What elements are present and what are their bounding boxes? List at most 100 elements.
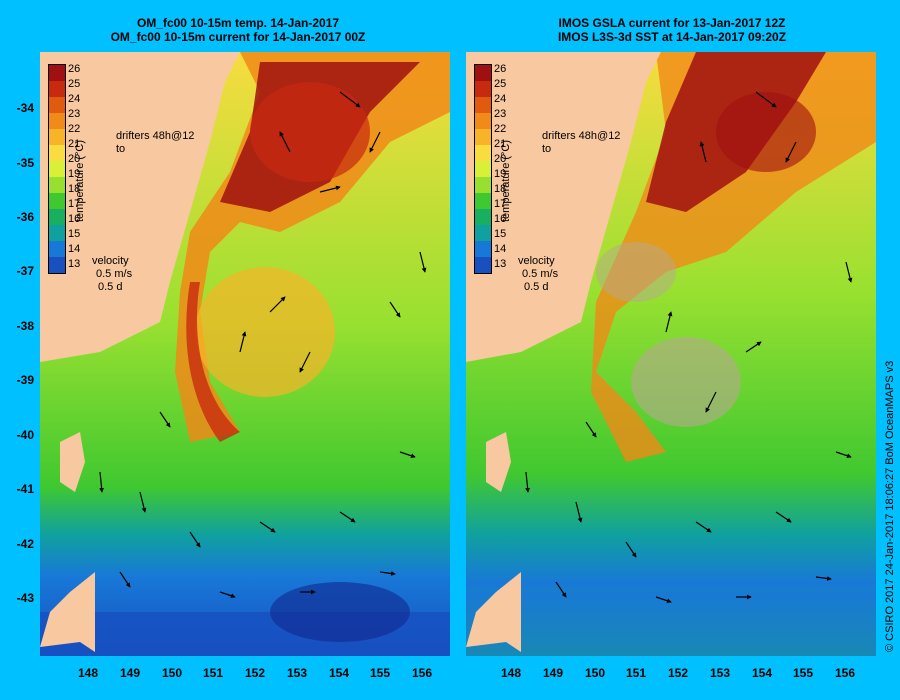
cbar-swatch: [49, 209, 65, 225]
cbar-tick: 19: [494, 168, 507, 180]
velocity-time: 0.5 d: [524, 281, 549, 293]
cbar-tick: 23: [494, 108, 507, 120]
right-title-line2: IMOS L3S-3d SST at 14-Jan-2017 09:20Z: [557, 30, 787, 44]
lon-label: 153: [709, 666, 731, 680]
cbar-axis-label: temperature (°C): [500, 139, 512, 222]
cbar-tick: 17: [494, 198, 507, 210]
lon-label: 151: [202, 666, 224, 680]
cbar-tick: 26: [494, 63, 507, 75]
cbar-swatch: [475, 81, 491, 97]
cbar-swatch: [475, 257, 491, 273]
drifters-line2: to: [542, 143, 552, 155]
velocity-title: velocity: [518, 255, 555, 267]
cbar-tick: 22: [494, 123, 507, 135]
cbar-tick: 18: [68, 183, 81, 195]
cbar-tick: 25: [68, 78, 81, 90]
cbar-tick: 16: [494, 213, 507, 225]
drifters-line2: to: [116, 143, 126, 155]
cbar-tick: 24: [494, 93, 507, 105]
cbar-tick: 20: [68, 153, 81, 165]
lon-label: 155: [369, 666, 391, 680]
lon-label: 154: [751, 666, 773, 680]
cbar-swatch: [475, 193, 491, 209]
cbar-swatch: [475, 225, 491, 241]
right-panel-title: IMOS GSLA current for 13-Jan-2017 12Z IM…: [452, 16, 892, 44]
lon-label: 148: [77, 666, 99, 680]
cbar-swatch: [49, 145, 65, 161]
cbar-tick: 23: [68, 108, 81, 120]
lat-label: -35: [16, 156, 34, 170]
cbar-swatch: [49, 81, 65, 97]
lat-label: -39: [16, 373, 34, 387]
lon-label: 155: [792, 666, 814, 680]
lat-label: -43: [16, 591, 34, 605]
cbar-tick: 18: [494, 183, 507, 195]
left-title-line2: OM_fc00 10-15m current for 14-Jan-2017 0…: [110, 30, 366, 44]
left-panel-title: OM_fc00 10-15m temp. 14-Jan-2017 OM_fc00…: [18, 16, 458, 44]
lon-label: 149: [119, 666, 141, 680]
velocity-legend: velocity 0.5 m/s 0.5 d: [518, 255, 558, 294]
cbar-tick: 19: [68, 168, 81, 180]
cbar-tick: 15: [494, 228, 507, 240]
cbar-swatch: [49, 193, 65, 209]
lon-label: 150: [161, 666, 183, 680]
right-colorbar: [474, 64, 492, 274]
cbar-tick: 16: [68, 213, 81, 225]
lon-label: 154: [328, 666, 350, 680]
lon-label: 152: [244, 666, 266, 680]
drifters-line1: drifters 48h@12: [542, 130, 621, 142]
cbar-tick: 25: [494, 78, 507, 90]
lat-label: -37: [16, 264, 34, 278]
velocity-time: 0.5 d: [98, 281, 123, 293]
drifters-line1: drifters 48h@12: [116, 130, 195, 142]
cbar-swatch: [475, 209, 491, 225]
cbar-swatch: [49, 97, 65, 113]
cbar-swatch: [475, 177, 491, 193]
lat-label: -34: [16, 101, 34, 115]
lon-label: 156: [411, 666, 433, 680]
cbar-swatch: [49, 241, 65, 257]
drifters-legend: drifters 48h@12 to: [542, 130, 620, 156]
cbar-tick: 21: [68, 138, 81, 150]
velocity-speed: 0.5 m/s: [96, 268, 133, 280]
credit-text: © CSIRO 2017 24-Jan-2017 18:06:27 BoM Oc…: [884, 360, 896, 652]
cbar-tick: 13: [494, 258, 507, 270]
lon-label: 153: [286, 666, 308, 680]
right-title-line1: IMOS GSLA current for 13-Jan-2017 12Z: [558, 16, 786, 30]
cbar-tick: 13: [68, 258, 81, 270]
drifters-legend: drifters 48h@12 to: [116, 130, 194, 156]
cbar-tick: 26: [68, 63, 81, 75]
right-map-canvas: [466, 52, 876, 656]
cbar-tick: 22: [68, 123, 81, 135]
left-colorbar: [48, 64, 66, 274]
velocity-legend: velocity 0.5 m/s 0.5 d: [92, 255, 132, 294]
cbar-swatch: [49, 225, 65, 241]
cbar-tick: 24: [68, 93, 81, 105]
lat-label: -38: [16, 319, 34, 333]
cbar-swatch: [475, 145, 491, 161]
left-map-canvas: [40, 52, 450, 656]
lat-label: -42: [16, 537, 34, 551]
cbar-swatch: [475, 65, 491, 81]
cbar-swatch: [475, 161, 491, 177]
cbar-tick: 21: [494, 138, 507, 150]
cbar-swatch: [475, 113, 491, 129]
cbar-swatch: [49, 129, 65, 145]
left-title-line1: OM_fc00 10-15m temp. 14-Jan-2017: [136, 16, 340, 30]
lon-label: 149: [542, 666, 564, 680]
left-map: 26 25 24 23 22 21 20 19 18 17 16 15 14 1…: [40, 52, 450, 656]
lat-label: -36: [16, 210, 34, 224]
lon-label: 150: [584, 666, 606, 680]
cbar-swatch: [49, 177, 65, 193]
cbar-tick: 14: [68, 243, 81, 255]
cbar-swatch: [475, 97, 491, 113]
velocity-title: velocity: [92, 255, 129, 267]
cbar-tick: 15: [68, 228, 81, 240]
cbar-swatch: [49, 113, 65, 129]
cbar-swatch: [475, 129, 491, 145]
cbar-tick: 20: [494, 153, 507, 165]
velocity-speed: 0.5 m/s: [522, 268, 559, 280]
cbar-swatch: [49, 257, 65, 273]
cbar-axis-label: temperature (°C): [74, 139, 86, 222]
right-map: 26 25 24 23 22 21 20 19 18 17 16 15 14 1…: [466, 52, 876, 656]
